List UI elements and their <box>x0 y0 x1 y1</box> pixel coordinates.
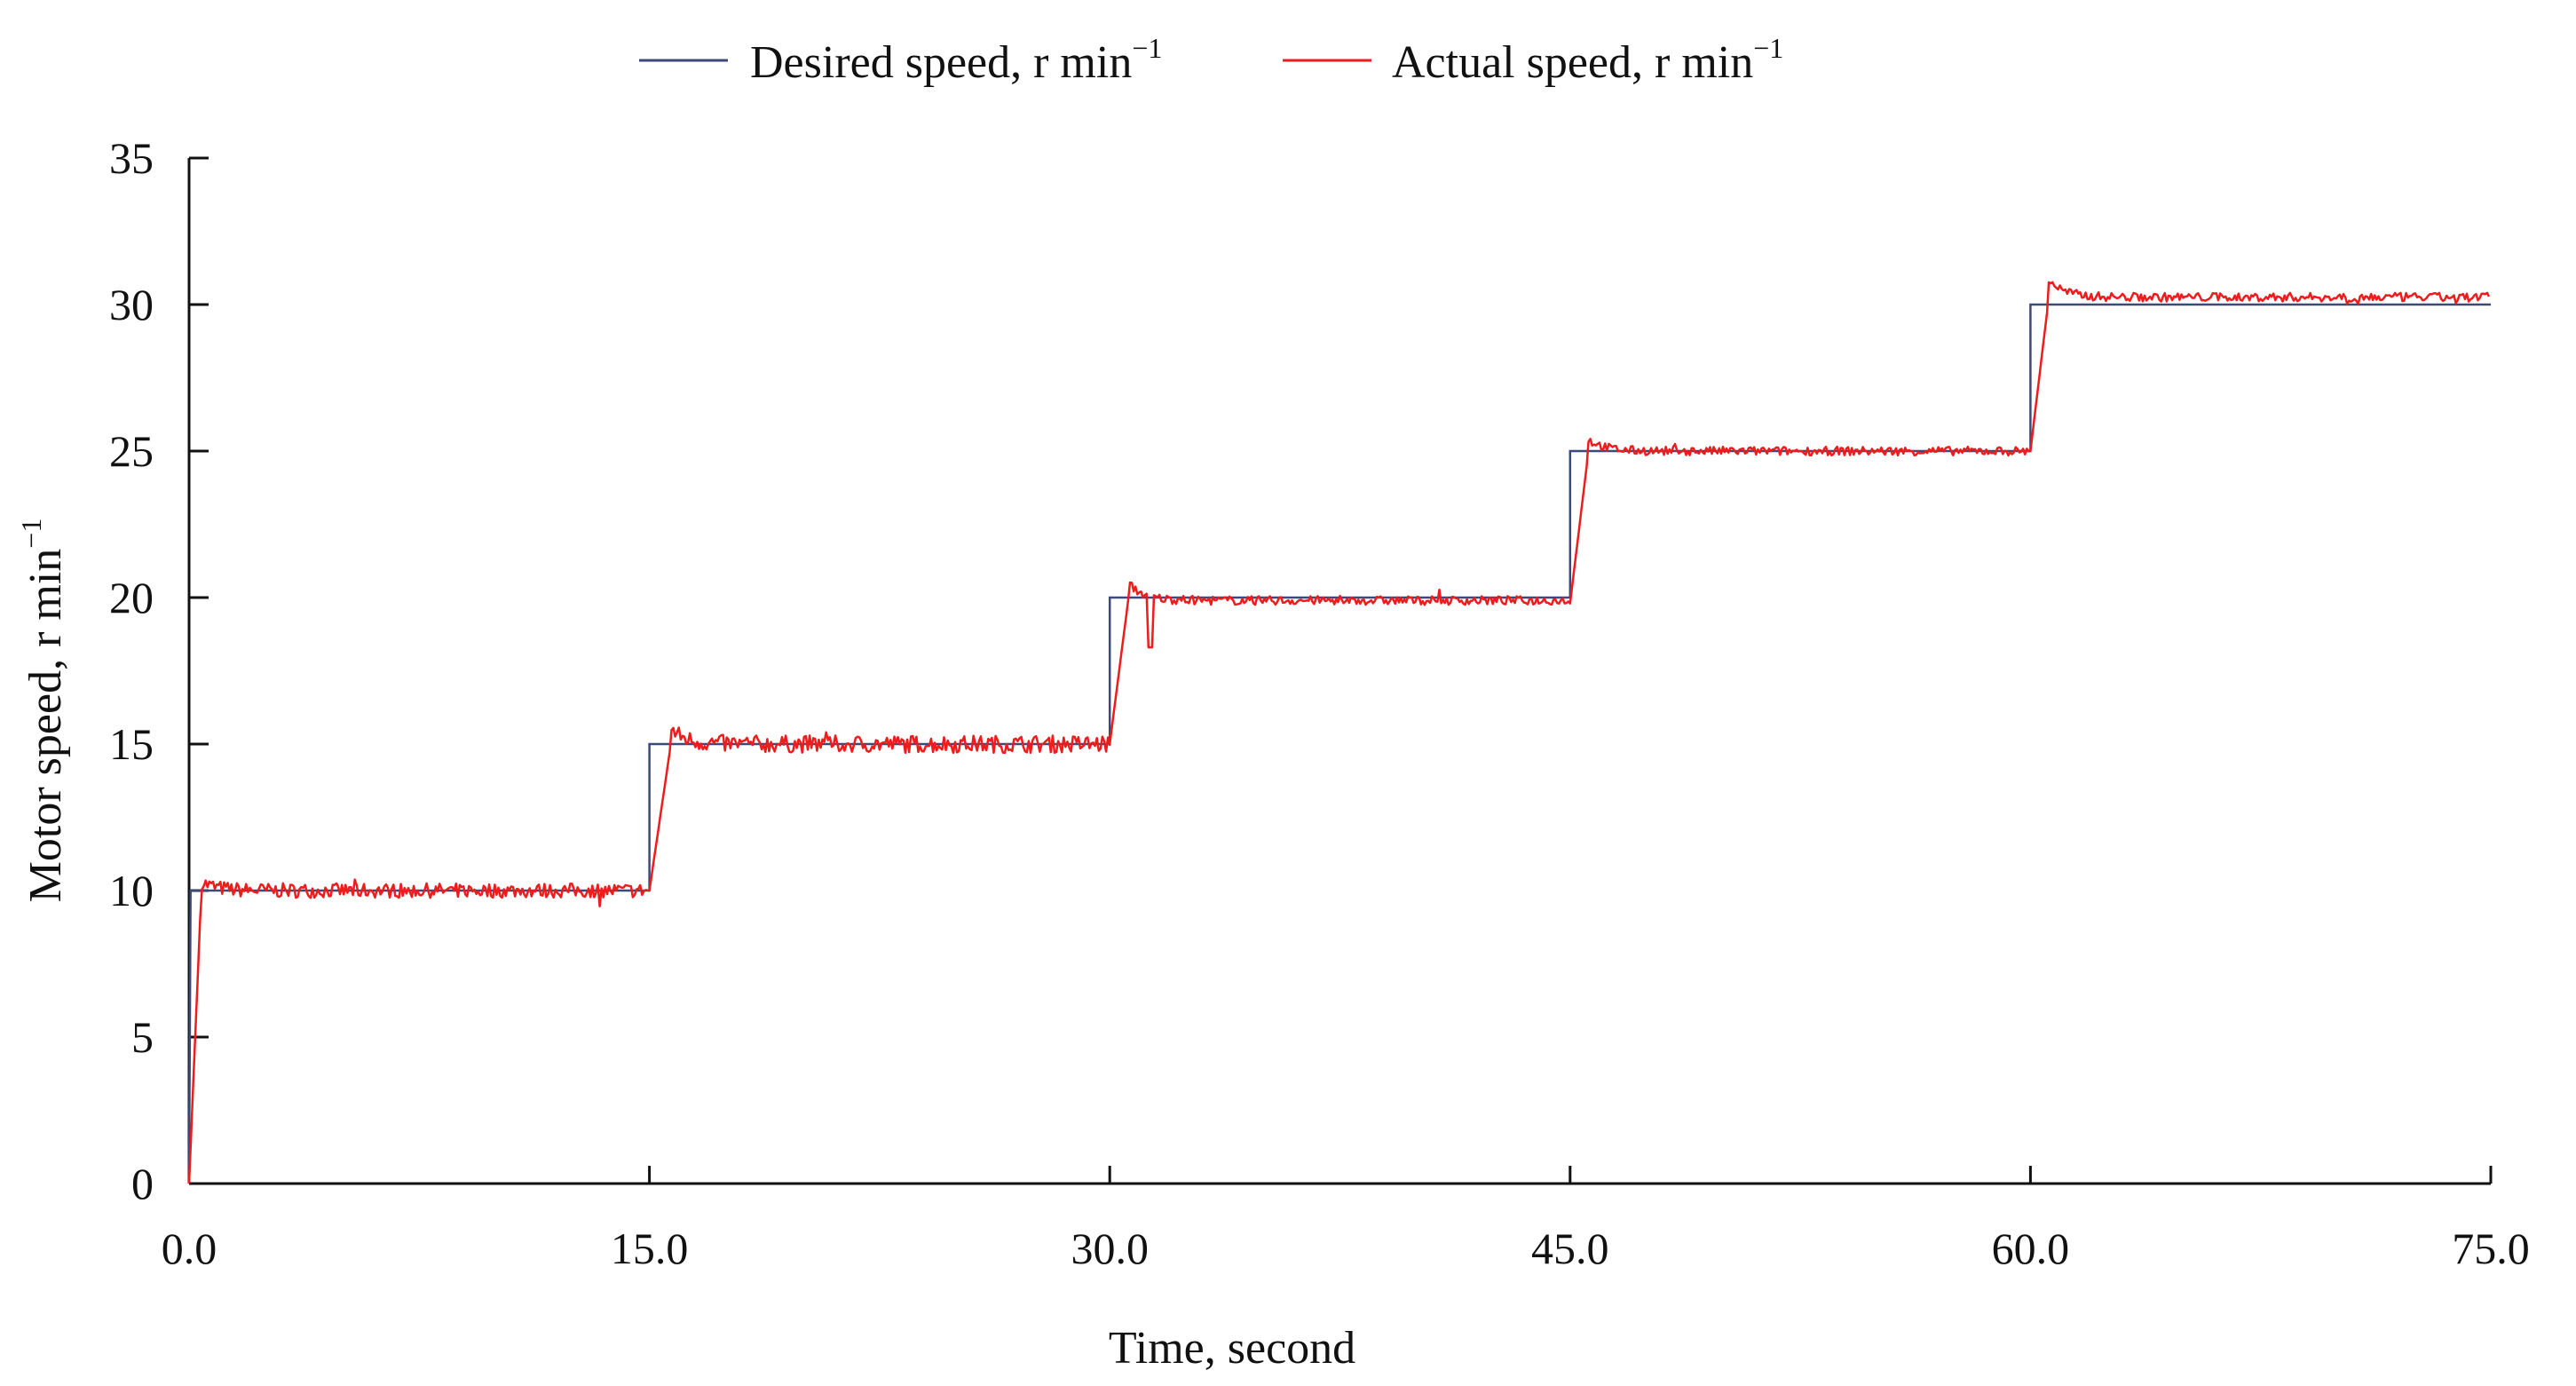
y-tick-label: 15 <box>109 719 154 769</box>
x-ticks: 0.0 15.0 30.0 45.0 60.0 75.0 <box>162 1166 2530 1273</box>
y-tick-label: 25 <box>109 426 154 476</box>
y-tick-label: 5 <box>131 1012 154 1062</box>
x-tick-label: 15.0 <box>611 1224 689 1273</box>
x-tick-label: 45.0 <box>1531 1224 1609 1273</box>
series-desired-speed <box>187 303 2491 1184</box>
x-tick-label: 0.0 <box>162 1224 217 1273</box>
y-tick-label: 20 <box>109 573 154 622</box>
y-tick-label: 35 <box>109 133 154 183</box>
x-tick-label: 75.0 <box>2452 1224 2530 1273</box>
x-tick-label: 60.0 <box>1992 1224 2070 1273</box>
y-tick-label: 30 <box>109 280 154 329</box>
legend-label-actual-sup: −1 <box>1753 32 1783 64</box>
legend: Desired speed, r min−1 Actual speed, r m… <box>639 32 1783 88</box>
series-actual-speed <box>187 281 2491 1184</box>
legend-label-desired-sup: −1 <box>1132 32 1162 64</box>
legend-label-desired: Desired speed, r min−1 <box>750 32 1162 88</box>
y-tick-label: 0 <box>131 1159 154 1208</box>
x-tick-label: 30.0 <box>1071 1224 1149 1273</box>
legend-label-actual: Actual speed, r min−1 <box>1392 32 1783 88</box>
plot-area <box>187 281 2491 1184</box>
y-axis-title: Motor speed, r min−1 <box>15 519 71 903</box>
y-tick-label: 10 <box>109 866 154 915</box>
axes: 0 5 10 15 20 25 30 35 0.0 15.0 30.0 45.0 60.0 75.0 <box>109 133 2530 1273</box>
y-axis-title-sup: −1 <box>15 519 47 549</box>
x-axis-title: Time, second <box>1109 1323 1355 1374</box>
